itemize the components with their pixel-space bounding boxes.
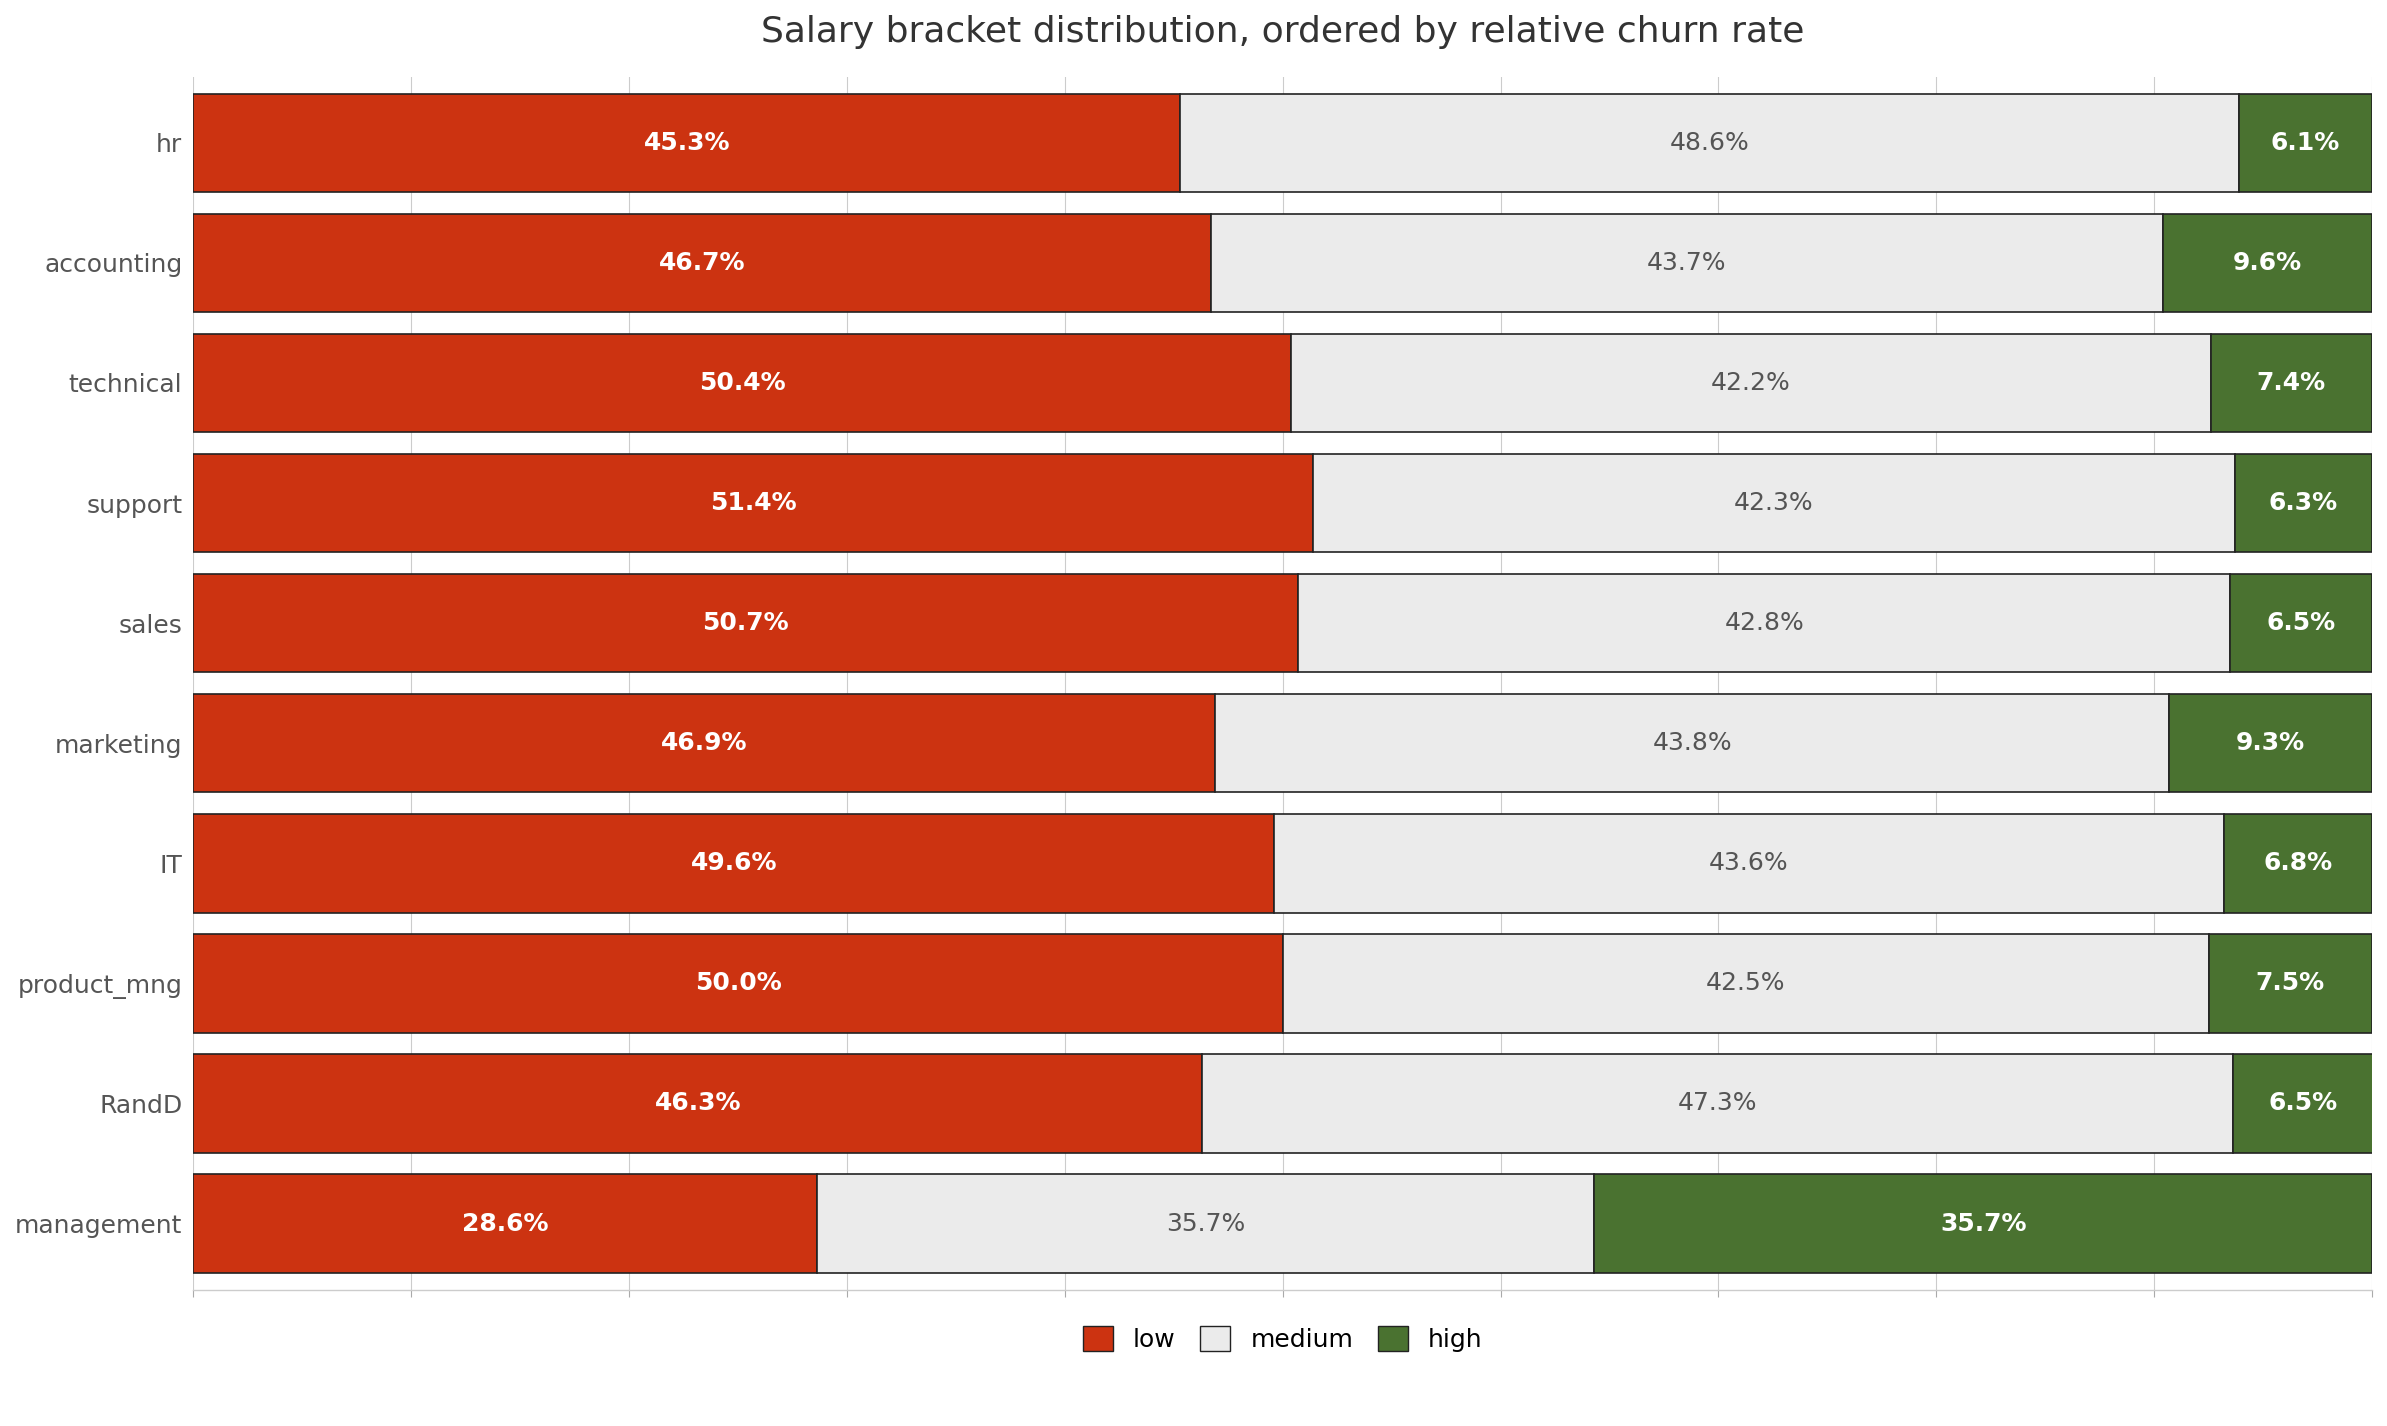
Text: 6.8%: 6.8% — [2263, 851, 2332, 876]
Bar — [193, 573, 1299, 672]
Text: 9.6%: 9.6% — [2232, 251, 2301, 275]
Bar — [1203, 1054, 2232, 1152]
Bar — [193, 214, 1210, 312]
Text: 48.6%: 48.6% — [1671, 131, 1750, 155]
Text: 46.3%: 46.3% — [654, 1091, 740, 1115]
Bar — [2239, 94, 2373, 193]
Text: 7.4%: 7.4% — [2256, 371, 2325, 395]
Text: 45.3%: 45.3% — [644, 131, 730, 155]
Text: 43.8%: 43.8% — [1652, 732, 1733, 756]
Bar — [1299, 573, 2229, 672]
Text: 6.1%: 6.1% — [2270, 131, 2339, 155]
Bar — [193, 814, 1275, 913]
Text: 42.5%: 42.5% — [1707, 971, 1785, 995]
Bar — [193, 1054, 1203, 1152]
Text: 50.4%: 50.4% — [699, 371, 785, 395]
Bar — [1595, 1175, 2373, 1273]
Bar — [2170, 694, 2373, 793]
Text: 42.3%: 42.3% — [1735, 491, 1814, 515]
Bar — [2210, 334, 2373, 432]
Text: 50.7%: 50.7% — [702, 612, 790, 635]
Bar — [193, 453, 1313, 552]
Text: 49.6%: 49.6% — [690, 851, 778, 876]
Text: 43.7%: 43.7% — [1647, 251, 1726, 275]
Bar — [193, 934, 1282, 1032]
Bar — [193, 1175, 816, 1273]
Text: 50.0%: 50.0% — [695, 971, 781, 995]
Bar — [1313, 453, 2234, 552]
Text: 42.8%: 42.8% — [1723, 612, 1805, 635]
Bar — [2229, 573, 2373, 672]
Bar — [2234, 453, 2373, 552]
Text: 35.7%: 35.7% — [1941, 1212, 2027, 1235]
Text: 42.2%: 42.2% — [1711, 371, 1790, 395]
Bar — [1291, 334, 2210, 432]
Text: 6.5%: 6.5% — [2268, 612, 2337, 635]
Legend: low, medium, high: low, medium, high — [1072, 1316, 1492, 1362]
Bar — [1179, 94, 2239, 193]
Bar — [1215, 694, 2170, 793]
Bar — [2225, 814, 2373, 913]
Bar — [1282, 934, 2208, 1032]
Bar — [2208, 934, 2373, 1032]
Text: 6.5%: 6.5% — [2268, 1091, 2337, 1115]
Text: 51.4%: 51.4% — [709, 491, 797, 515]
Text: 46.7%: 46.7% — [659, 251, 745, 275]
Text: 6.3%: 6.3% — [2268, 491, 2337, 515]
Text: 7.5%: 7.5% — [2256, 971, 2325, 995]
Text: 46.9%: 46.9% — [661, 732, 747, 756]
Text: 9.3%: 9.3% — [2237, 732, 2306, 756]
Text: 47.3%: 47.3% — [1678, 1091, 1757, 1115]
Text: 43.6%: 43.6% — [1709, 851, 1788, 876]
Text: 35.7%: 35.7% — [1165, 1212, 1246, 1235]
Bar — [816, 1175, 1595, 1273]
Bar — [193, 694, 1215, 793]
Bar — [2163, 214, 2373, 312]
Text: 28.6%: 28.6% — [461, 1212, 549, 1235]
Bar — [2232, 1054, 2375, 1152]
Bar — [193, 334, 1291, 432]
Bar — [1275, 814, 2225, 913]
Title: Salary bracket distribution, ordered by relative churn rate: Salary bracket distribution, ordered by … — [761, 16, 1805, 48]
Bar — [193, 94, 1179, 193]
Bar — [1210, 214, 2163, 312]
